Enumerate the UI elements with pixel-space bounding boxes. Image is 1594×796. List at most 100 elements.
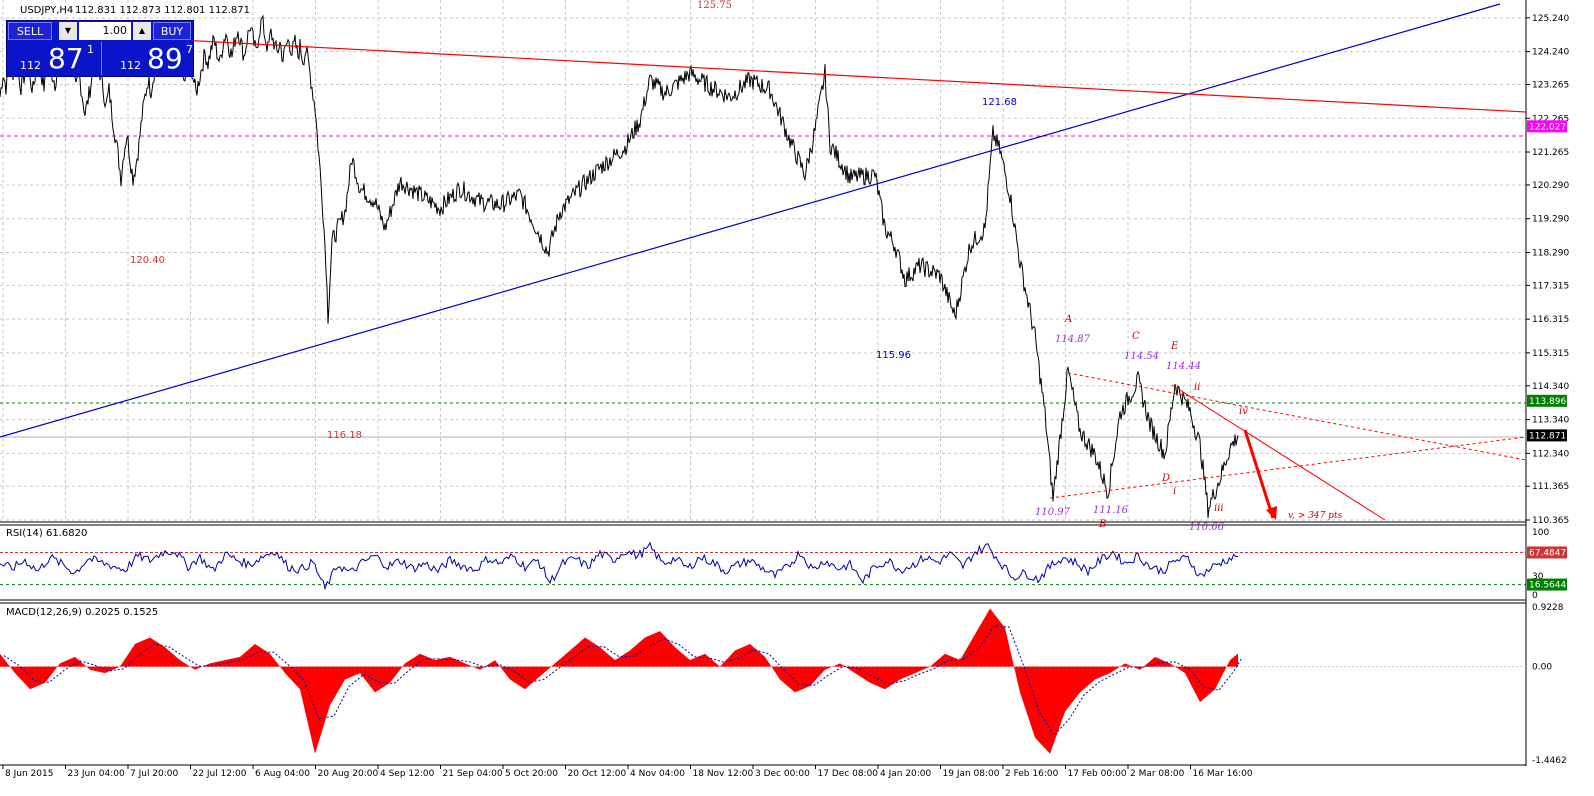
x-tick-label: 17 Dec 08:00 bbox=[818, 769, 879, 779]
macd-tick-label: 0.00 bbox=[1532, 663, 1552, 673]
x-tick-label: 2 Mar 08:00 bbox=[1130, 769, 1185, 779]
rsi-level-tag-box bbox=[1527, 546, 1567, 559]
x-tick-label: 17 Feb 00:00 bbox=[1068, 769, 1127, 779]
rsi-line bbox=[0, 541, 1239, 591]
price-tag-box bbox=[1527, 394, 1567, 407]
price-tags: 122.027 113.896 112.871 bbox=[1527, 120, 1567, 442]
dashed-triangle-lower bbox=[1049, 436, 1527, 499]
price-tag-box bbox=[1527, 429, 1567, 442]
x-tick-label: 6 Aug 04:00 bbox=[255, 769, 310, 779]
blue-trendline bbox=[0, 3, 1501, 438]
buy-price-sup: 7 bbox=[186, 43, 193, 56]
y-tick-label: 123.265 bbox=[1532, 81, 1569, 91]
x-tick-label: 22 Jul 12:00 bbox=[193, 769, 247, 779]
annot-125-75: 125.75 bbox=[697, 0, 732, 11]
rsi-title: RSI(14) 61.6820 bbox=[6, 528, 87, 539]
x-tick-label: 21 Sep 04:00 bbox=[443, 769, 503, 779]
time-axis-ticks: 8 Jun 2015 23 Jun 04:00 7 Jul 20:00 22 Jul … bbox=[2, 765, 1253, 779]
x-tick-label: 4 Sep 12:00 bbox=[380, 769, 435, 779]
price-tag-label: 112.871 bbox=[1529, 431, 1566, 441]
y-tick-label: 112.340 bbox=[1532, 449, 1569, 459]
x-tick-label: 23 Jun 04:00 bbox=[68, 769, 125, 779]
sell-price-big: 87 bbox=[48, 42, 84, 75]
x-tick-label: 8 Jun 2015 bbox=[5, 769, 53, 779]
macd-title: MACD(12,26,9) 0.2025 0.1525 bbox=[6, 607, 158, 618]
buy-price-box[interactable]: 112 89 7 bbox=[101, 42, 193, 75]
x-tick-label: 19 Jan 08:00 bbox=[943, 769, 1000, 779]
y-tick-label: 114.340 bbox=[1532, 382, 1569, 392]
x-tick-label: 4 Jan 20:00 bbox=[880, 769, 932, 779]
price-tag-box bbox=[1527, 120, 1567, 133]
y-tick-label: 116.315 bbox=[1532, 315, 1569, 325]
rsi-level-tag-label: 67.4847 bbox=[1529, 548, 1566, 558]
x-tick-label: 18 Nov 12:00 bbox=[693, 769, 754, 779]
price-line bbox=[0, 14, 1239, 518]
macd-tick-label: -1.4462 bbox=[1532, 756, 1567, 766]
annot-111-16: 111.16 bbox=[1093, 505, 1129, 516]
annot-wave-A: A bbox=[1064, 314, 1072, 325]
symbol-label: USDJPY,H4 bbox=[20, 5, 73, 16]
sell-price-sup: 1 bbox=[87, 43, 94, 56]
projection-line bbox=[1171, 384, 1386, 521]
annot-121-68: 121.68 bbox=[982, 97, 1017, 108]
rsi-tick-label: 30 bbox=[1532, 572, 1544, 582]
sell-price-prefix: 112 bbox=[20, 59, 41, 72]
x-tick-label: 20 Oct 12:00 bbox=[568, 769, 627, 779]
x-tick-label: 20 Aug 20:00 bbox=[318, 769, 379, 779]
ohlc-readout: 112.831 112.873 112.801 112.871 bbox=[75, 5, 250, 16]
annot-wave-ii: ii bbox=[1194, 382, 1200, 393]
annot-115-96: 115.96 bbox=[876, 350, 911, 361]
rsi-level-tag-label: 16.5644 bbox=[1529, 581, 1566, 591]
x-tick-label: 7 Jul 20:00 bbox=[130, 769, 179, 779]
lot-down-arrow[interactable]: ▼ bbox=[59, 22, 77, 40]
x-tick-label: 16 Mar 16:00 bbox=[1193, 769, 1253, 779]
y-tick-label: 110.365 bbox=[1532, 516, 1569, 526]
y-tick-label: 117.315 bbox=[1532, 281, 1569, 291]
wave-v-arrowhead bbox=[1266, 506, 1277, 520]
price-tag-label: 122.027 bbox=[1529, 122, 1566, 132]
macd-signal-line bbox=[3, 625, 1243, 737]
x-tick-label: 5 Oct 20:00 bbox=[505, 769, 558, 779]
rsi-axis-ticks: 100 30 0 67.4847 16.5644 bbox=[1527, 528, 1567, 601]
price-tag-label: 113.896 bbox=[1529, 397, 1566, 407]
macd-histogram bbox=[0, 608, 1238, 754]
y-tick-label: 119.290 bbox=[1532, 215, 1569, 225]
price-axis-ticks: 125.240 124.240 123.265 122.265 121.265 120.2… bbox=[1526, 14, 1569, 526]
sell-button[interactable]: SELL bbox=[8, 22, 52, 40]
macd-tick-label: 0.9228 bbox=[1532, 603, 1564, 613]
rsi-tick-label: 100 bbox=[1532, 528, 1549, 538]
y-tick-label: 111.365 bbox=[1532, 482, 1569, 492]
rsi-tick-label: 0 bbox=[1532, 591, 1538, 601]
x-tick-label: 3 Dec 00:00 bbox=[755, 769, 810, 779]
y-tick-label: 122.265 bbox=[1532, 114, 1569, 124]
rsi-level-tag-box bbox=[1527, 578, 1567, 591]
y-tick-label: 120.290 bbox=[1532, 181, 1569, 191]
annot-wave-i: i bbox=[1173, 486, 1176, 497]
x-tick-label: 4 Nov 04:00 bbox=[630, 769, 685, 779]
macd-axis-ticks: 0.9228 0.00 -1.4462 bbox=[1532, 603, 1567, 766]
buy-price-big: 89 bbox=[147, 42, 183, 75]
annot-wave-v: v, > 347 pts bbox=[1288, 511, 1343, 521]
lot-size-input[interactable]: 1.00 bbox=[79, 22, 131, 40]
annot-110-97: 110.97 bbox=[1035, 507, 1071, 518]
annot-116-18: 116.18 bbox=[327, 430, 362, 441]
annot-114-54: 114.54 bbox=[1124, 351, 1159, 362]
annot-110-66: 110.66 bbox=[1189, 522, 1225, 533]
y-tick-label: 125.240 bbox=[1532, 14, 1569, 24]
annot-114-44: 114.44 bbox=[1166, 361, 1201, 372]
annot-120-40: 120.40 bbox=[130, 255, 165, 266]
wave-v-arrow bbox=[1243, 429, 1275, 519]
y-tick-label: 113.340 bbox=[1532, 416, 1569, 426]
annot-114-87: 114.87 bbox=[1055, 334, 1091, 345]
sell-price-box[interactable]: 112 87 1 bbox=[8, 42, 99, 75]
y-tick-label: 115.315 bbox=[1532, 349, 1569, 359]
buy-button[interactable]: BUY bbox=[153, 22, 191, 40]
annot-wave-E: E bbox=[1170, 341, 1179, 352]
annot-wave-iv: iv bbox=[1239, 406, 1248, 417]
lot-up-arrow[interactable]: ▲ bbox=[133, 22, 151, 40]
annot-wave-iii: iii bbox=[1214, 503, 1224, 514]
annot-wave-C: C bbox=[1132, 331, 1140, 342]
annotation-labels: 125.75 121.68 120.40 115.96 116.18 A 114… bbox=[130, 0, 1343, 533]
y-tick-label: 121.265 bbox=[1532, 148, 1569, 158]
